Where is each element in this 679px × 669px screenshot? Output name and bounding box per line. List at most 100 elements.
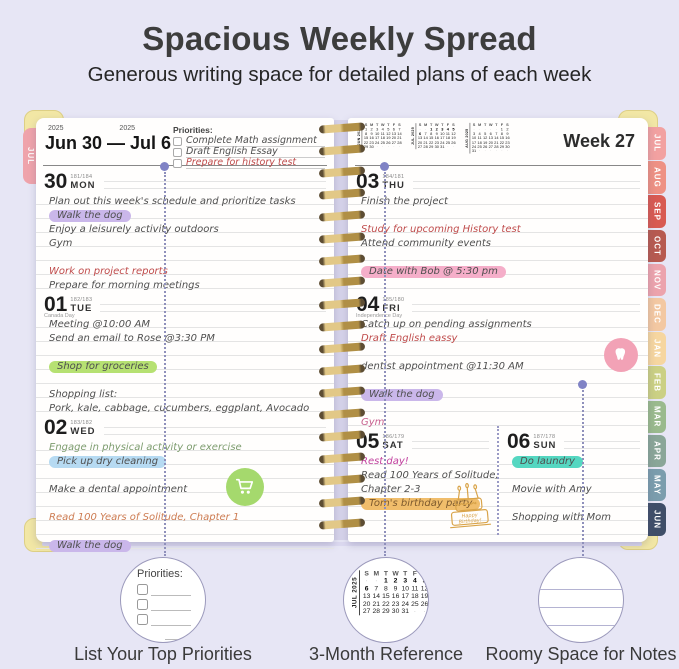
mini-calendar-grid: S M T W T F S · · 1 2 3 4 5 6 7 8 9 10 11 12 13 14 15 16 17 18 19 20… [417,122,456,149]
spiral-coil [318,298,366,310]
tue-entry-line: Send an email to Rose @3:30 PM [36,328,334,344]
fri-entry-line [348,398,648,412]
checkbox-icon [173,148,182,157]
leader-dot [578,380,587,389]
month-tab-apr: APR [648,434,666,468]
fri-entry-line [348,370,648,384]
decoration [103,427,326,428]
month-tab-mar: MAR [648,400,666,434]
callout-priority-row [137,612,191,627]
svg-text:Happy: Happy [461,512,479,519]
decoration [103,434,326,435]
handwritten-entry: dentist appointment @11:30 AM [361,361,524,372]
handwritten-entry: Shopping list: [49,389,118,400]
day-meta: 187/178 SUN [533,434,556,451]
tue-entry-line [36,342,334,356]
day-meta: 183/182 WED [70,420,95,437]
checkbox-icon [173,159,182,168]
mini-calendar: JUL 2025 S M T W T F S · · 1 2 3 4 5 6 7 8 9 10 11 12 13 14 15 16… [411,123,463,163]
entry-rows: Finish the project Study for upcoming His… [348,191,648,289]
sun-entry-line [499,465,648,479]
fri-entry-line: Walk the dog [348,384,648,401]
decoration [412,304,640,305]
handwritten-entry: Send an email to Rose @3:30 PM [49,333,215,344]
callout-caption: Roomy Space for Notes [485,644,677,664]
sun-entry-line: Shopping with Mom [499,507,648,523]
wed-entry-line: Walk the dog [36,535,334,552]
day-number: 06 [507,430,531,453]
decoration [412,181,640,182]
callout-caption: List Your Top Priorities [74,644,252,664]
note-line [539,626,623,642]
spiral-coil [318,232,366,244]
fri-entry-line: Gym [348,412,648,428]
planner-right-page: JUN 2025 S M T W T F S 1 2 3 4 5 6 7 8 9 10 11 12 13 14 15 16 17… [348,118,648,542]
priorities-block: Priorities: Complete Math assignment Draf… [173,125,325,169]
day-of-year: 184/181 [382,174,405,180]
decoration [412,448,489,449]
callout-notes [538,557,624,643]
header-rules [412,304,640,314]
holiday-note: Canada Day [44,313,75,319]
mini-calendar-grid: S M T W T F S 1 2 3 4 5 6 7 8 9 10 11 12 13 14 15 16 17 18 19 20 21… [363,122,402,149]
spiral-coil [318,474,366,486]
month-tab-jan: JAN [648,332,666,365]
day-sat: 05 186/179 SAT Rest day! Read 100 Years of S… [348,426,499,535]
handwritten-entry: Pork, kale, cabbage, cucumbers, eggplant… [49,403,310,414]
wed-entry-line [36,465,334,479]
tue-entry-line: Shopping list: [36,384,334,400]
checkbox-icon [137,584,148,595]
mini-calendar: AUG 2025 S M T W T F S · · · · · 1 2 3 4 5 6 7 8 9 10 11 12 13 14 1… [465,123,517,163]
spiral-coil [318,452,366,464]
tue-entry-line: Pork, kale, cabbage, cucumbers, eggplant… [36,398,334,414]
handwritten-entry: Plan out this week's schedule and priori… [49,196,296,207]
header-rules [103,181,326,191]
wed-entry-line: Pick up dry cleaning [36,451,334,468]
date-range: Jun 30 — Jul 6 [45,133,172,153]
callout-priorities-label: Priorities: [137,568,183,580]
decoration [103,188,326,189]
spiral-coil [318,518,366,530]
priority-text: Draft English Essay [186,147,325,158]
day-of-year: 181/184 [70,174,93,180]
handwritten-entry: Do laundry [512,456,583,468]
handwritten-entry: Study for upcoming History test [361,224,521,235]
day-wed: 02 183/182 WED Engage in physical activity … [36,412,334,552]
day-header: 06 187/178 SUN [499,426,648,453]
mini-calendar-inner: JUN 2025 S M T W T F S 1 2 3 4 5 6 7 8 9 10 11 12 13 14 15 16 17… [357,123,402,150]
day-of-year: 183/182 [70,420,93,426]
month-tab-nov: NOV [648,263,666,297]
right-page-header: JUN 2025 S M T W T F S 1 2 3 4 5 6 7 8 9 10 11 12 13 14 15 16 17… [355,118,641,166]
priority-item: Prepare for history test [173,158,325,169]
decoration [564,448,640,449]
day-of-year: 186/179 [382,434,405,440]
mon-entry-line [36,247,334,261]
handwritten-entry: Make a dental appointment [49,484,188,495]
handwritten-entry: Draft English eassy [361,333,458,344]
left-month-tab-jul: JUL [23,128,38,184]
handwritten-entry: Attend community events [361,238,491,249]
decoration [100,304,326,305]
handwritten-entry: Date with Bob @ 5:30 pm [361,266,506,278]
fri-entry-line: dentist appointment @11:30 AM [348,356,648,372]
handwritten-entry: Read 100 Years of Solitude, [361,470,499,481]
leader-line [581,390,584,556]
mini-calendar-grid: S M T W T F S · · · · · 1 2 3 4 5 6 7 8 9 10 11 12 13 14 15 16 17 18 1… [471,122,510,154]
day-fri: 04 185/180 FRI Independence Day Catch up on … [348,289,648,428]
spiral-binding [318,122,366,542]
day-meta: 181/184 MON [70,174,95,191]
handwritten-entry: Read 100 Years of Solitude, Chapter 1 [49,512,240,523]
priority-text: Prepare for history test [186,158,325,169]
svg-text:Birthday!: Birthday! [458,517,482,525]
day-of-year: 187/178 [533,434,556,440]
week-date-header: 2025 2025 Jun 30 — Jul 6 Priorities: Com… [43,118,327,169]
rule-line [151,583,191,596]
sun-entry-line [499,493,648,507]
handwritten-entry: Walk the dog [49,210,131,222]
decoration [103,181,326,182]
month-tab-index: JUL AUG SEP OCT NOV DEC JAN FEB MAR APR MAY JUN [648,127,666,537]
day-thu: 03 184/181 THU Finish the project Study for … [348,166,648,289]
spiral-coil [318,210,366,222]
callout-priority-row [137,582,191,597]
birthday-cake-icon: Happy Birthday! [444,480,494,536]
